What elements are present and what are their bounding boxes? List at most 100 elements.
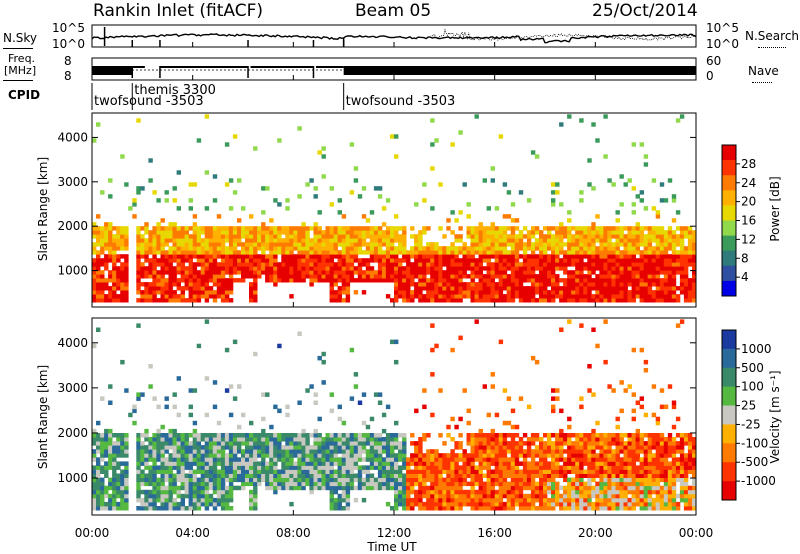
power-cell — [506, 234, 512, 239]
velocity-cell — [273, 469, 278, 474]
power-cell — [430, 274, 435, 279]
velocity-cell — [245, 469, 250, 474]
velocity-cell — [490, 501, 495, 507]
velocity-cell — [430, 453, 435, 458]
power-cell — [683, 262, 689, 267]
power-cell — [639, 230, 644, 235]
power-cell — [494, 258, 500, 263]
power-cell — [144, 238, 149, 243]
velocity-cell — [506, 449, 512, 454]
velocity-cell — [293, 449, 298, 454]
velocity-cells — [92, 319, 696, 511]
velocity-cell — [426, 506, 431, 511]
velocity-cell — [257, 441, 262, 446]
power-cell — [341, 262, 347, 267]
velocity-cell — [410, 481, 415, 487]
velocity-cell — [140, 477, 145, 483]
power-cell — [377, 186, 383, 191]
power-cell — [410, 278, 415, 283]
power-cell — [539, 286, 544, 291]
power-cell — [502, 270, 508, 275]
power-cell — [241, 242, 246, 247]
power-cell — [486, 278, 491, 283]
power-cell — [253, 294, 258, 299]
velocity-cell — [398, 433, 403, 438]
velocity-cell — [261, 416, 266, 422]
velocity-cell — [611, 449, 616, 454]
power-cell — [253, 290, 258, 295]
velocity-cell — [474, 501, 479, 507]
velocity-cell — [253, 485, 258, 491]
velocity-cell — [603, 485, 608, 491]
velocity-cell — [224, 457, 230, 462]
power-cell — [224, 142, 230, 147]
power-cell — [587, 290, 592, 295]
power-cell — [631, 290, 636, 295]
velocity-cell — [502, 445, 508, 450]
power-cell — [418, 294, 423, 299]
velocity-cell — [410, 485, 415, 491]
velocity-cell — [253, 489, 258, 495]
power-cell — [486, 282, 491, 287]
power-cell — [309, 270, 314, 275]
power-cell — [406, 294, 411, 299]
velocity-cell — [273, 477, 278, 483]
power-cell — [692, 274, 696, 279]
power-cell — [575, 266, 580, 271]
velocity-cell — [482, 497, 487, 503]
power-cell — [522, 298, 528, 303]
velocity-cell — [297, 441, 302, 446]
velocity-cell — [607, 477, 612, 483]
velocity-cell — [333, 457, 338, 462]
power-cell — [140, 294, 145, 299]
power-cell — [192, 182, 198, 187]
freq-label: Freq. — [8, 52, 36, 65]
power-cell — [434, 138, 439, 143]
velocity-cell — [502, 481, 508, 487]
power-cell — [184, 246, 189, 251]
velocity-cell — [237, 461, 242, 466]
power-cell — [168, 290, 173, 295]
velocity-cell — [394, 493, 399, 499]
velocity-cell — [422, 461, 427, 466]
velocity-cell — [140, 497, 145, 503]
power-cell — [116, 234, 121, 239]
velocity-cell — [442, 469, 447, 474]
power-cell — [349, 230, 355, 235]
power-cell — [232, 258, 238, 263]
power-cell — [398, 246, 403, 251]
power-cell — [434, 266, 439, 271]
power-cell — [289, 294, 294, 299]
power-cell — [228, 262, 234, 267]
power-cell — [204, 278, 210, 283]
velocity-cell — [144, 433, 149, 438]
power-cell — [200, 270, 206, 275]
power-cell — [462, 282, 467, 287]
power-cell — [611, 286, 616, 291]
power-cell — [341, 290, 347, 295]
power-cell — [426, 278, 431, 283]
velocity-cell — [438, 461, 443, 466]
velocity-cell — [422, 477, 427, 483]
power-cell — [655, 246, 661, 251]
power-cell — [623, 254, 628, 259]
velocity-cell — [289, 473, 294, 478]
power-ytick-label: 1000 — [57, 264, 88, 278]
velocity-cell — [216, 477, 222, 483]
power-cell — [671, 282, 677, 287]
power-cell — [120, 294, 125, 299]
power-cell — [361, 290, 367, 295]
power-cell — [249, 254, 254, 259]
velocity-cell — [220, 481, 226, 487]
velocity-cell — [104, 445, 109, 450]
power-cell — [285, 262, 290, 267]
power-cell — [241, 274, 246, 279]
velocity-cell — [232, 485, 238, 491]
power-cell — [647, 274, 653, 279]
power-cell — [228, 178, 234, 183]
power-cell — [579, 258, 584, 263]
velocity-cell — [571, 501, 576, 507]
velocity-cell — [164, 396, 169, 401]
power-cell — [398, 286, 403, 291]
velocity-cell — [245, 449, 250, 454]
